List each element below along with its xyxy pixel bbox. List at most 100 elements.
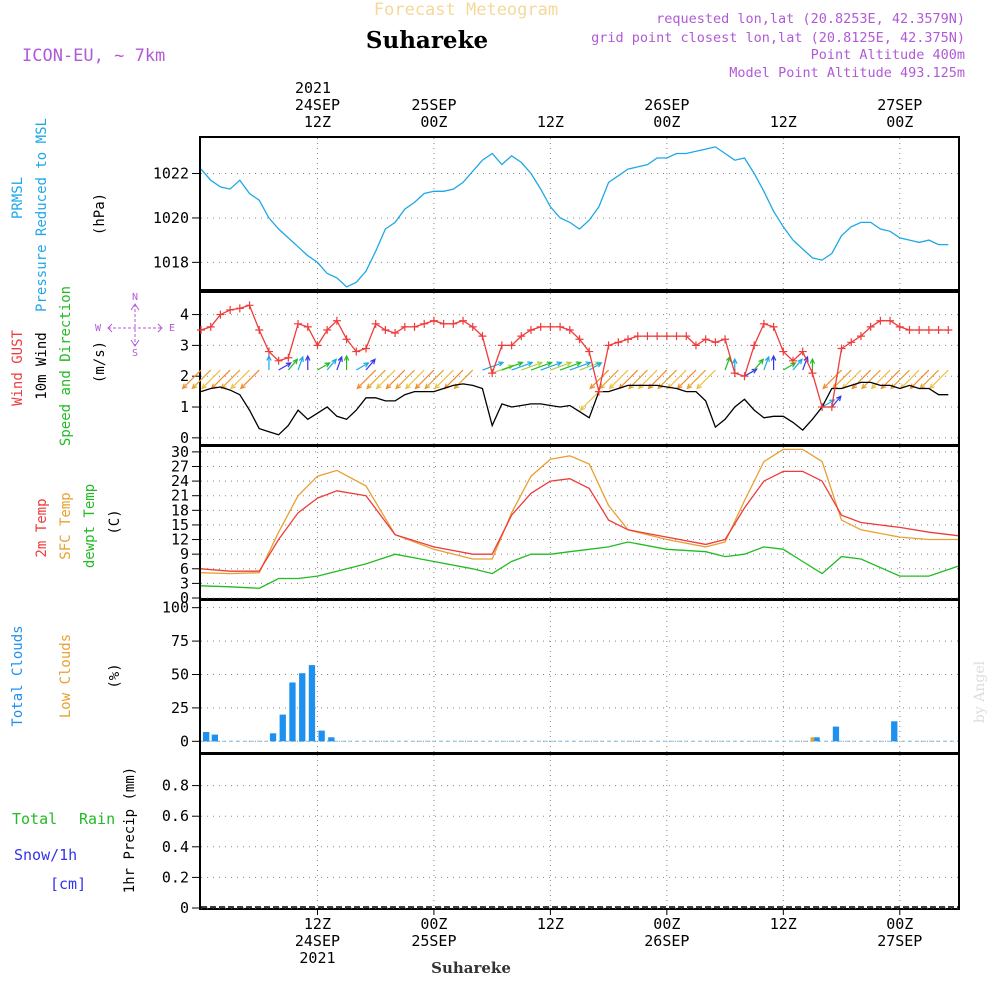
total-cloud-bar [832,726,840,742]
wind-arrow-head [363,362,370,368]
y-tick-label: 9 [180,545,189,563]
wind-arrow-shaft [366,369,386,389]
wind-arrow-head [375,383,382,390]
wind-arrow-head [366,383,372,390]
y-tick-label: 25 [171,699,189,717]
wind-arrow-shaft [221,369,241,389]
wind-direction-arrow [861,369,881,390]
wind-arrow-shaft [501,361,523,371]
wind-arrow-shaft [365,358,376,371]
bottom-time-label: 12Z [304,915,331,933]
y-tick-label: 12 [171,531,189,549]
y-tick-label: 0.6 [162,807,189,825]
y-tick-label: 18 [171,501,189,519]
y-tick-label: 24 [171,472,189,490]
wind-direction-arrow [589,369,610,390]
wind-gust-marker [478,332,487,341]
low-cloud-bar [810,737,815,742]
wind-direction-arrow [919,369,940,390]
bottom-time-label: 12Z [537,915,564,933]
y-tick-label: 0.8 [162,777,189,795]
model-label: ICON-EU, ~ 7km [22,46,165,66]
pressure-plot: 1018 1020 1022 [153,138,958,289]
y-tick-label: 0.2 [162,868,189,886]
total-cloud-bar [211,734,218,742]
requested-coords: requested lon,lat (20.8253E, 42.3579N) [656,11,965,27]
wind-gust-marker [672,332,681,341]
wind-direction-arrow [395,369,415,390]
wind-gust-marker [245,301,254,310]
wind-direction-arrow [530,361,553,371]
wind-arrow-shaft [453,369,474,389]
wind-gust-marker [517,332,526,341]
wind-arrow-shaft [580,391,600,411]
wind-speed-line [200,381,949,436]
wind-gust-marker [206,322,215,331]
wind-arrow-shaft [753,358,764,371]
wind-arrow-shaft [211,369,231,389]
wind-gust-marker [497,341,506,350]
wind-arrow-head [191,383,198,390]
wind-gust-marker [905,325,914,334]
wind-gust-marker [604,341,613,350]
wind-gust-marker [371,319,380,328]
y-tick-label: 1 [180,398,189,416]
top-time-label: 12Z [304,113,331,131]
top-time-label: 27SEP [877,96,922,114]
wind-arrow-head [356,383,363,390]
wind-arrow-shaft [287,358,298,371]
temp-unit-label: (C) [107,509,123,534]
y-tick-label: 75 [171,632,189,650]
wind-arrow-head [181,383,188,390]
compass-icon: N S W E [95,292,175,359]
wind-arrow-shaft [900,369,920,389]
wind-gust-marker [439,319,448,328]
y-tick-label: 1020 [153,209,189,227]
wind-arrow-head [575,361,583,367]
top-time-label: 26SEP [644,96,689,114]
wind-direction-arrow [317,362,331,371]
wind-gust-marker [323,325,332,334]
wind-gust-marker [274,356,283,365]
wind-arrow-head [220,383,227,390]
wind-direction-arrow [696,369,716,390]
wind-direction-arrow [220,369,241,390]
wind-arrow-head [292,358,299,365]
wind-arrow-head [608,383,615,390]
wind-direction-arrow [588,362,603,371]
wind-direction-arrow [770,354,777,371]
wind-arrow-head [536,361,544,367]
wind-arrow-shaft [919,369,940,389]
wind-direction-arrow [414,369,435,390]
wind-arrow-shaft [356,369,377,389]
wind-direction-arrow [579,391,600,411]
bottom-time-label: 27SEP [877,932,922,950]
wind-direction-arrow [326,358,338,371]
total-cloud-bar [269,733,277,742]
y-tick-label: 30 [171,443,189,461]
wind-direction-arrow [336,355,343,371]
wind-arrow-head [546,361,553,367]
wind-gust-marker [886,316,895,325]
wind-gust-marker [468,322,477,331]
wind-arrow-head [596,362,603,368]
wind-arrow-shaft [336,356,343,371]
total-cloud-bar [308,665,316,742]
wind-arrow-shaft [842,369,862,389]
wind-gust-marker [837,344,846,353]
wind-arrow-head [579,405,586,411]
wind-direction-arrow [666,369,687,390]
wind-arrow-shaft [182,369,202,389]
wind-gust-marker [255,325,264,334]
wind-arrow-shaft [297,356,304,371]
wind-direction-arrow [239,369,260,390]
wind-gust-marker [944,325,953,334]
wind-gust-marker [352,347,361,356]
y-tick-label: 21 [171,487,189,505]
wind-gust-marker [575,335,584,344]
wind-arrow-shaft [240,369,260,389]
wind-arrow-shaft [405,369,425,389]
wind-gust-marker [895,322,904,331]
wind-gust-marker [711,338,720,347]
wind-arrow-head [298,355,304,362]
